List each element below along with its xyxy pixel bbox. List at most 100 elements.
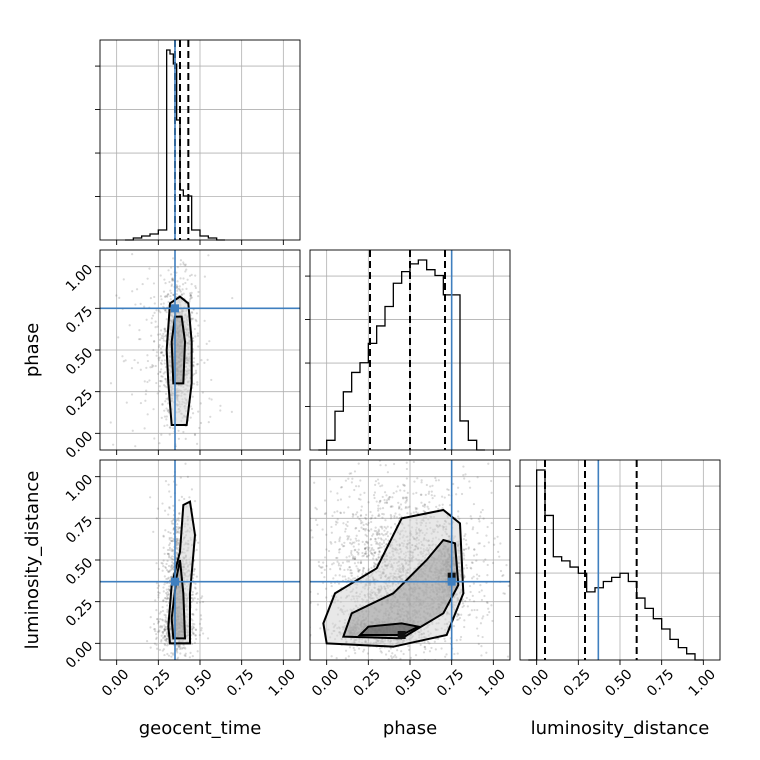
sample-point — [162, 586, 165, 589]
sample-point — [127, 453, 129, 455]
sample-point — [330, 581, 333, 585]
sample-point — [188, 656, 191, 659]
sample-point — [357, 569, 360, 572]
sample-point — [156, 392, 159, 395]
sample-point — [325, 548, 328, 551]
sample-point — [175, 539, 179, 542]
sample-point — [379, 525, 382, 528]
sample-point — [348, 541, 352, 545]
sample-point — [152, 622, 156, 626]
sample-point — [152, 408, 155, 411]
sample-point — [165, 588, 168, 591]
sample-point — [163, 597, 167, 600]
sample-point — [72, 349, 74, 351]
sample-point — [351, 679, 353, 681]
sample-point — [165, 392, 168, 395]
sample-point — [170, 549, 173, 552]
scatter-panel-geocent_time-phase — [72, 249, 301, 490]
sample-point — [384, 653, 388, 656]
sample-point — [156, 618, 159, 621]
sample-point — [462, 552, 465, 555]
sample-point — [170, 536, 173, 540]
sample-point — [364, 517, 368, 521]
sample-point — [145, 639, 149, 643]
sample-point — [423, 510, 426, 514]
sample-point — [168, 538, 171, 541]
sample-point — [164, 400, 167, 403]
sample-point — [207, 254, 210, 257]
sample-point — [155, 562, 158, 565]
sample-point — [178, 681, 180, 683]
sample-point — [193, 623, 196, 626]
sample-point — [176, 553, 179, 556]
sample-point — [164, 295, 167, 298]
sample-point — [164, 626, 167, 629]
sample-point — [149, 297, 152, 300]
sample-point — [231, 296, 234, 300]
sample-point — [397, 507, 401, 510]
sample-point — [415, 510, 418, 514]
sample-point — [152, 488, 154, 490]
sample-point — [382, 513, 385, 516]
sample-point — [192, 361, 195, 364]
sample-point — [177, 644, 180, 647]
sample-point — [463, 575, 466, 578]
sample-point — [182, 643, 185, 647]
sample-point — [166, 548, 170, 552]
sample-point — [172, 548, 175, 552]
sample-point — [178, 647, 182, 651]
sample-point — [352, 555, 355, 558]
sample-point — [207, 421, 210, 424]
sample-point — [385, 494, 388, 497]
sample-point — [343, 568, 346, 572]
sample-point — [201, 600, 205, 604]
sample-point — [190, 488, 194, 491]
sample-point — [377, 553, 380, 556]
sample-point — [165, 661, 167, 663]
sample-point — [169, 294, 172, 298]
sample-point — [176, 538, 179, 541]
sample-point — [330, 542, 333, 545]
sample-point — [323, 568, 326, 571]
sample-point — [321, 566, 324, 569]
sample-point — [194, 582, 197, 585]
sample-point — [407, 648, 411, 651]
sample-point — [423, 640, 426, 644]
sample-point — [159, 295, 163, 298]
sample-point — [412, 460, 415, 464]
sample-point — [378, 550, 381, 553]
sample-point — [165, 620, 169, 623]
sample-point — [165, 627, 168, 631]
sample-point — [171, 653, 175, 656]
sample-point — [323, 576, 326, 579]
sample-point — [179, 259, 183, 262]
sample-point — [163, 624, 166, 627]
sample-point — [491, 619, 494, 623]
sample-point — [219, 409, 222, 412]
sample-point — [422, 651, 426, 654]
sample-point — [314, 518, 318, 522]
sample-point — [341, 575, 344, 578]
scatter-panel-phase-luminosity_distance — [309, 459, 511, 681]
sample-point — [133, 358, 136, 362]
sample-point — [176, 554, 179, 557]
sample-point — [165, 600, 168, 603]
sample-point — [389, 663, 391, 665]
sample-point — [466, 605, 469, 608]
sample-point — [163, 628, 166, 631]
sample-point — [166, 295, 169, 298]
sample-point — [399, 657, 402, 660]
sample-point — [167, 564, 171, 568]
sample-point — [192, 357, 196, 360]
sample-point — [185, 268, 188, 271]
sample-point — [353, 649, 356, 652]
sample-point — [176, 289, 179, 292]
sample-point — [161, 375, 164, 378]
sample-point — [164, 614, 167, 617]
sample-point — [354, 652, 357, 655]
sample-point — [196, 383, 199, 386]
sample-point — [160, 298, 163, 301]
sample-point — [378, 541, 381, 545]
sample-point — [184, 647, 187, 650]
sample-point — [168, 569, 171, 572]
